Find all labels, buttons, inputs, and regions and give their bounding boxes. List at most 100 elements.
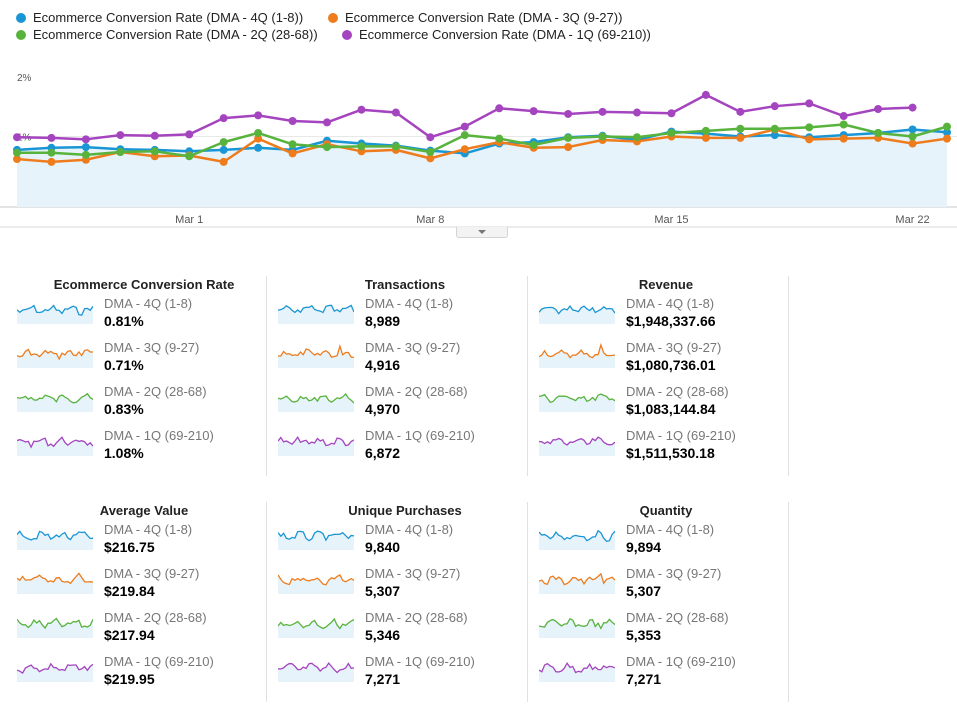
chart-collapse-toggle[interactable] <box>456 227 508 238</box>
data-point[interactable] <box>495 104 504 113</box>
metric-row[interactable]: DMA - 2Q (28-68) 0.83% <box>17 382 271 426</box>
data-point[interactable] <box>736 107 745 116</box>
data-point[interactable] <box>564 143 573 152</box>
data-point[interactable] <box>564 133 573 142</box>
data-point[interactable] <box>47 133 56 142</box>
data-point[interactable] <box>943 134 951 143</box>
data-point[interactable] <box>701 126 710 135</box>
data-point[interactable] <box>529 140 538 149</box>
metric-row[interactable]: DMA - 1Q (69-210) $219.95 <box>17 652 271 696</box>
data-point[interactable] <box>288 140 297 149</box>
metric-row[interactable]: DMA - 1Q (69-210) 1.08% <box>17 426 271 470</box>
data-point[interactable] <box>770 124 779 133</box>
metric-row[interactable]: DMA - 4Q (1-8) 9,840 <box>278 520 532 564</box>
metric-row[interactable]: DMA - 2Q (28-68) $217.94 <box>17 608 271 652</box>
metric-row[interactable]: DMA - 4Q (1-8) 0.81% <box>17 294 271 338</box>
data-point[interactable] <box>736 133 745 142</box>
data-point[interactable] <box>47 148 56 157</box>
data-point[interactable] <box>908 132 917 141</box>
data-point[interactable] <box>701 90 710 99</box>
metric-row[interactable]: DMA - 2Q (28-68) $1,083,144.84 <box>539 382 793 426</box>
data-point[interactable] <box>426 148 435 157</box>
data-point[interactable] <box>633 133 641 142</box>
data-point[interactable] <box>460 145 469 154</box>
data-point[interactable] <box>908 125 917 134</box>
data-point[interactable] <box>254 134 263 143</box>
conversion-rate-line-chart[interactable]: 2%1%Mar 1 Mar 8 Mar 15 Mar 22 <box>0 50 957 230</box>
data-point[interactable] <box>839 120 848 129</box>
data-point[interactable] <box>323 143 331 152</box>
data-point[interactable] <box>460 122 469 131</box>
data-point[interactable] <box>357 105 366 114</box>
metric-row[interactable]: DMA - 3Q (9-27) 5,307 <box>539 564 793 608</box>
data-point[interactable] <box>701 133 710 142</box>
data-point[interactable] <box>667 128 676 137</box>
data-point[interactable] <box>288 116 297 125</box>
data-point[interactable] <box>219 138 228 147</box>
metric-row[interactable]: DMA - 4Q (1-8) $1,948,337.66 <box>539 294 793 338</box>
metric-row[interactable]: DMA - 1Q (69-210) 7,271 <box>278 652 532 696</box>
data-point[interactable] <box>81 150 90 159</box>
metric-row[interactable]: DMA - 2Q (28-68) 5,346 <box>278 608 532 652</box>
data-point[interactable] <box>564 109 573 118</box>
data-point[interactable] <box>81 143 90 152</box>
data-point[interactable] <box>770 131 779 140</box>
metric-row[interactable]: DMA - 1Q (69-210) $1,511,530.18 <box>539 426 793 470</box>
metric-row[interactable]: DMA - 3Q (9-27) $219.84 <box>17 564 271 608</box>
data-point[interactable] <box>219 114 228 123</box>
data-point[interactable] <box>908 103 917 112</box>
data-point[interactable] <box>943 128 951 137</box>
data-point[interactable] <box>805 123 814 132</box>
data-point[interactable] <box>150 131 159 140</box>
data-point[interactable] <box>47 157 56 166</box>
data-point[interactable] <box>529 107 538 116</box>
legend-item-1q[interactable]: Ecommerce Conversion Rate (DMA - 1Q (69-… <box>342 27 651 42</box>
metric-row[interactable]: DMA - 3Q (9-27) 4,916 <box>278 338 532 382</box>
data-point[interactable] <box>254 143 263 152</box>
data-point[interactable] <box>426 133 435 142</box>
data-point[interactable] <box>460 131 469 140</box>
metric-row[interactable]: DMA - 4Q (1-8) $216.75 <box>17 520 271 564</box>
data-point[interactable] <box>254 128 263 137</box>
data-point[interactable] <box>839 134 848 143</box>
data-point[interactable] <box>874 105 883 114</box>
metric-row[interactable]: DMA - 1Q (69-210) 7,271 <box>539 652 793 696</box>
data-point[interactable] <box>13 133 21 142</box>
data-point[interactable] <box>943 122 951 131</box>
data-point[interactable] <box>219 145 228 154</box>
data-point[interactable] <box>770 102 779 111</box>
data-point[interactable] <box>185 130 194 139</box>
data-point[interactable] <box>598 132 607 141</box>
data-point[interactable] <box>323 118 331 127</box>
data-point[interactable] <box>116 131 125 140</box>
data-point[interactable] <box>874 128 883 137</box>
data-point[interactable] <box>116 148 125 157</box>
metric-row[interactable]: DMA - 1Q (69-210) 6,872 <box>278 426 532 470</box>
metric-row[interactable]: DMA - 2Q (28-68) 5,353 <box>539 608 793 652</box>
metric-row[interactable]: DMA - 4Q (1-8) 8,989 <box>278 294 532 338</box>
data-point[interactable] <box>185 152 194 161</box>
data-point[interactable] <box>288 149 297 158</box>
data-point[interactable] <box>736 124 745 133</box>
data-point[interactable] <box>667 109 676 118</box>
data-point[interactable] <box>81 135 90 144</box>
metric-row[interactable]: DMA - 4Q (1-8) 9,894 <box>539 520 793 564</box>
data-point[interactable] <box>150 147 159 156</box>
metric-row[interactable]: DMA - 3Q (9-27) 0.71% <box>17 338 271 382</box>
data-point[interactable] <box>598 107 607 116</box>
data-point[interactable] <box>391 142 400 151</box>
data-point[interactable] <box>426 154 435 163</box>
data-point[interactable] <box>805 99 814 108</box>
data-point[interactable] <box>13 148 21 157</box>
metric-row[interactable]: DMA - 3Q (9-27) 5,307 <box>278 564 532 608</box>
metric-row[interactable]: DMA - 2Q (28-68) 4,970 <box>278 382 532 426</box>
data-point[interactable] <box>13 155 21 164</box>
data-point[interactable] <box>805 135 814 144</box>
data-point[interactable] <box>219 157 228 166</box>
data-point[interactable] <box>839 112 848 121</box>
legend-item-3q[interactable]: Ecommerce Conversion Rate (DMA - 3Q (9-2… <box>328 10 622 25</box>
data-point[interactable] <box>908 139 917 148</box>
data-point[interactable] <box>357 142 366 151</box>
data-point[interactable] <box>495 134 504 143</box>
legend-item-2q[interactable]: Ecommerce Conversion Rate (DMA - 2Q (28-… <box>16 27 318 42</box>
